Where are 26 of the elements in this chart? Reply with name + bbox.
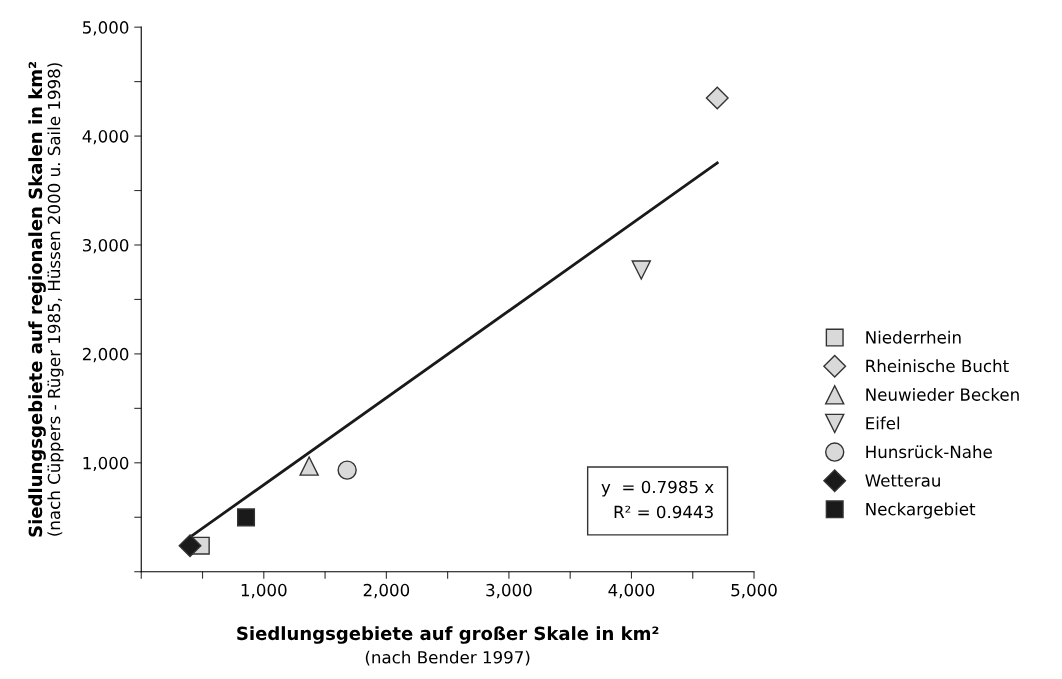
legend-label: Neuwieder Becken (866, 387, 1019, 401)
annotation: y = 0.7985 x R² = 0.9443 (601, 480, 714, 519)
y-tick-label: 1,000 (83, 456, 129, 472)
legend-label: Rheinische Bucht (866, 359, 1009, 373)
point (337, 460, 357, 480)
legend-label: Eifel (866, 416, 900, 430)
point (705, 86, 729, 110)
point (299, 456, 319, 476)
legend-label: Wetterau (865, 474, 940, 487)
y-tick-label: 5,000 (83, 21, 129, 36)
legend-label: Hunsrück-Nahe (866, 445, 992, 459)
x-tick-label: 1,000 (241, 583, 287, 599)
legend-label: Niederrhein (866, 330, 961, 344)
y-tick-label: 4,000 (82, 130, 129, 145)
point (631, 260, 651, 280)
x-tick-label: 3,000 (486, 583, 532, 599)
x-tick-label: 4,000 (608, 583, 655, 599)
legend-label: Neckargebiet (866, 502, 976, 519)
x-tick-label: 2,000 (363, 583, 410, 599)
y-tick-label: 3,000 (83, 238, 129, 254)
x-axis-title: Siedlungsgebiete auf großer Skale in km² (nach Bender 1997) (237, 626, 659, 666)
y-tick-label: 2,000 (82, 347, 129, 363)
point (178, 534, 202, 558)
x-tick-label: 5,000 (731, 583, 777, 599)
point (237, 508, 256, 527)
y-axis-title: Siedlungsgebiete auf regionalen Skalen in km² (nach Cüppers - Rüger 1985, Hüssen 2000 u. Saile 1998) (28, 62, 64, 537)
